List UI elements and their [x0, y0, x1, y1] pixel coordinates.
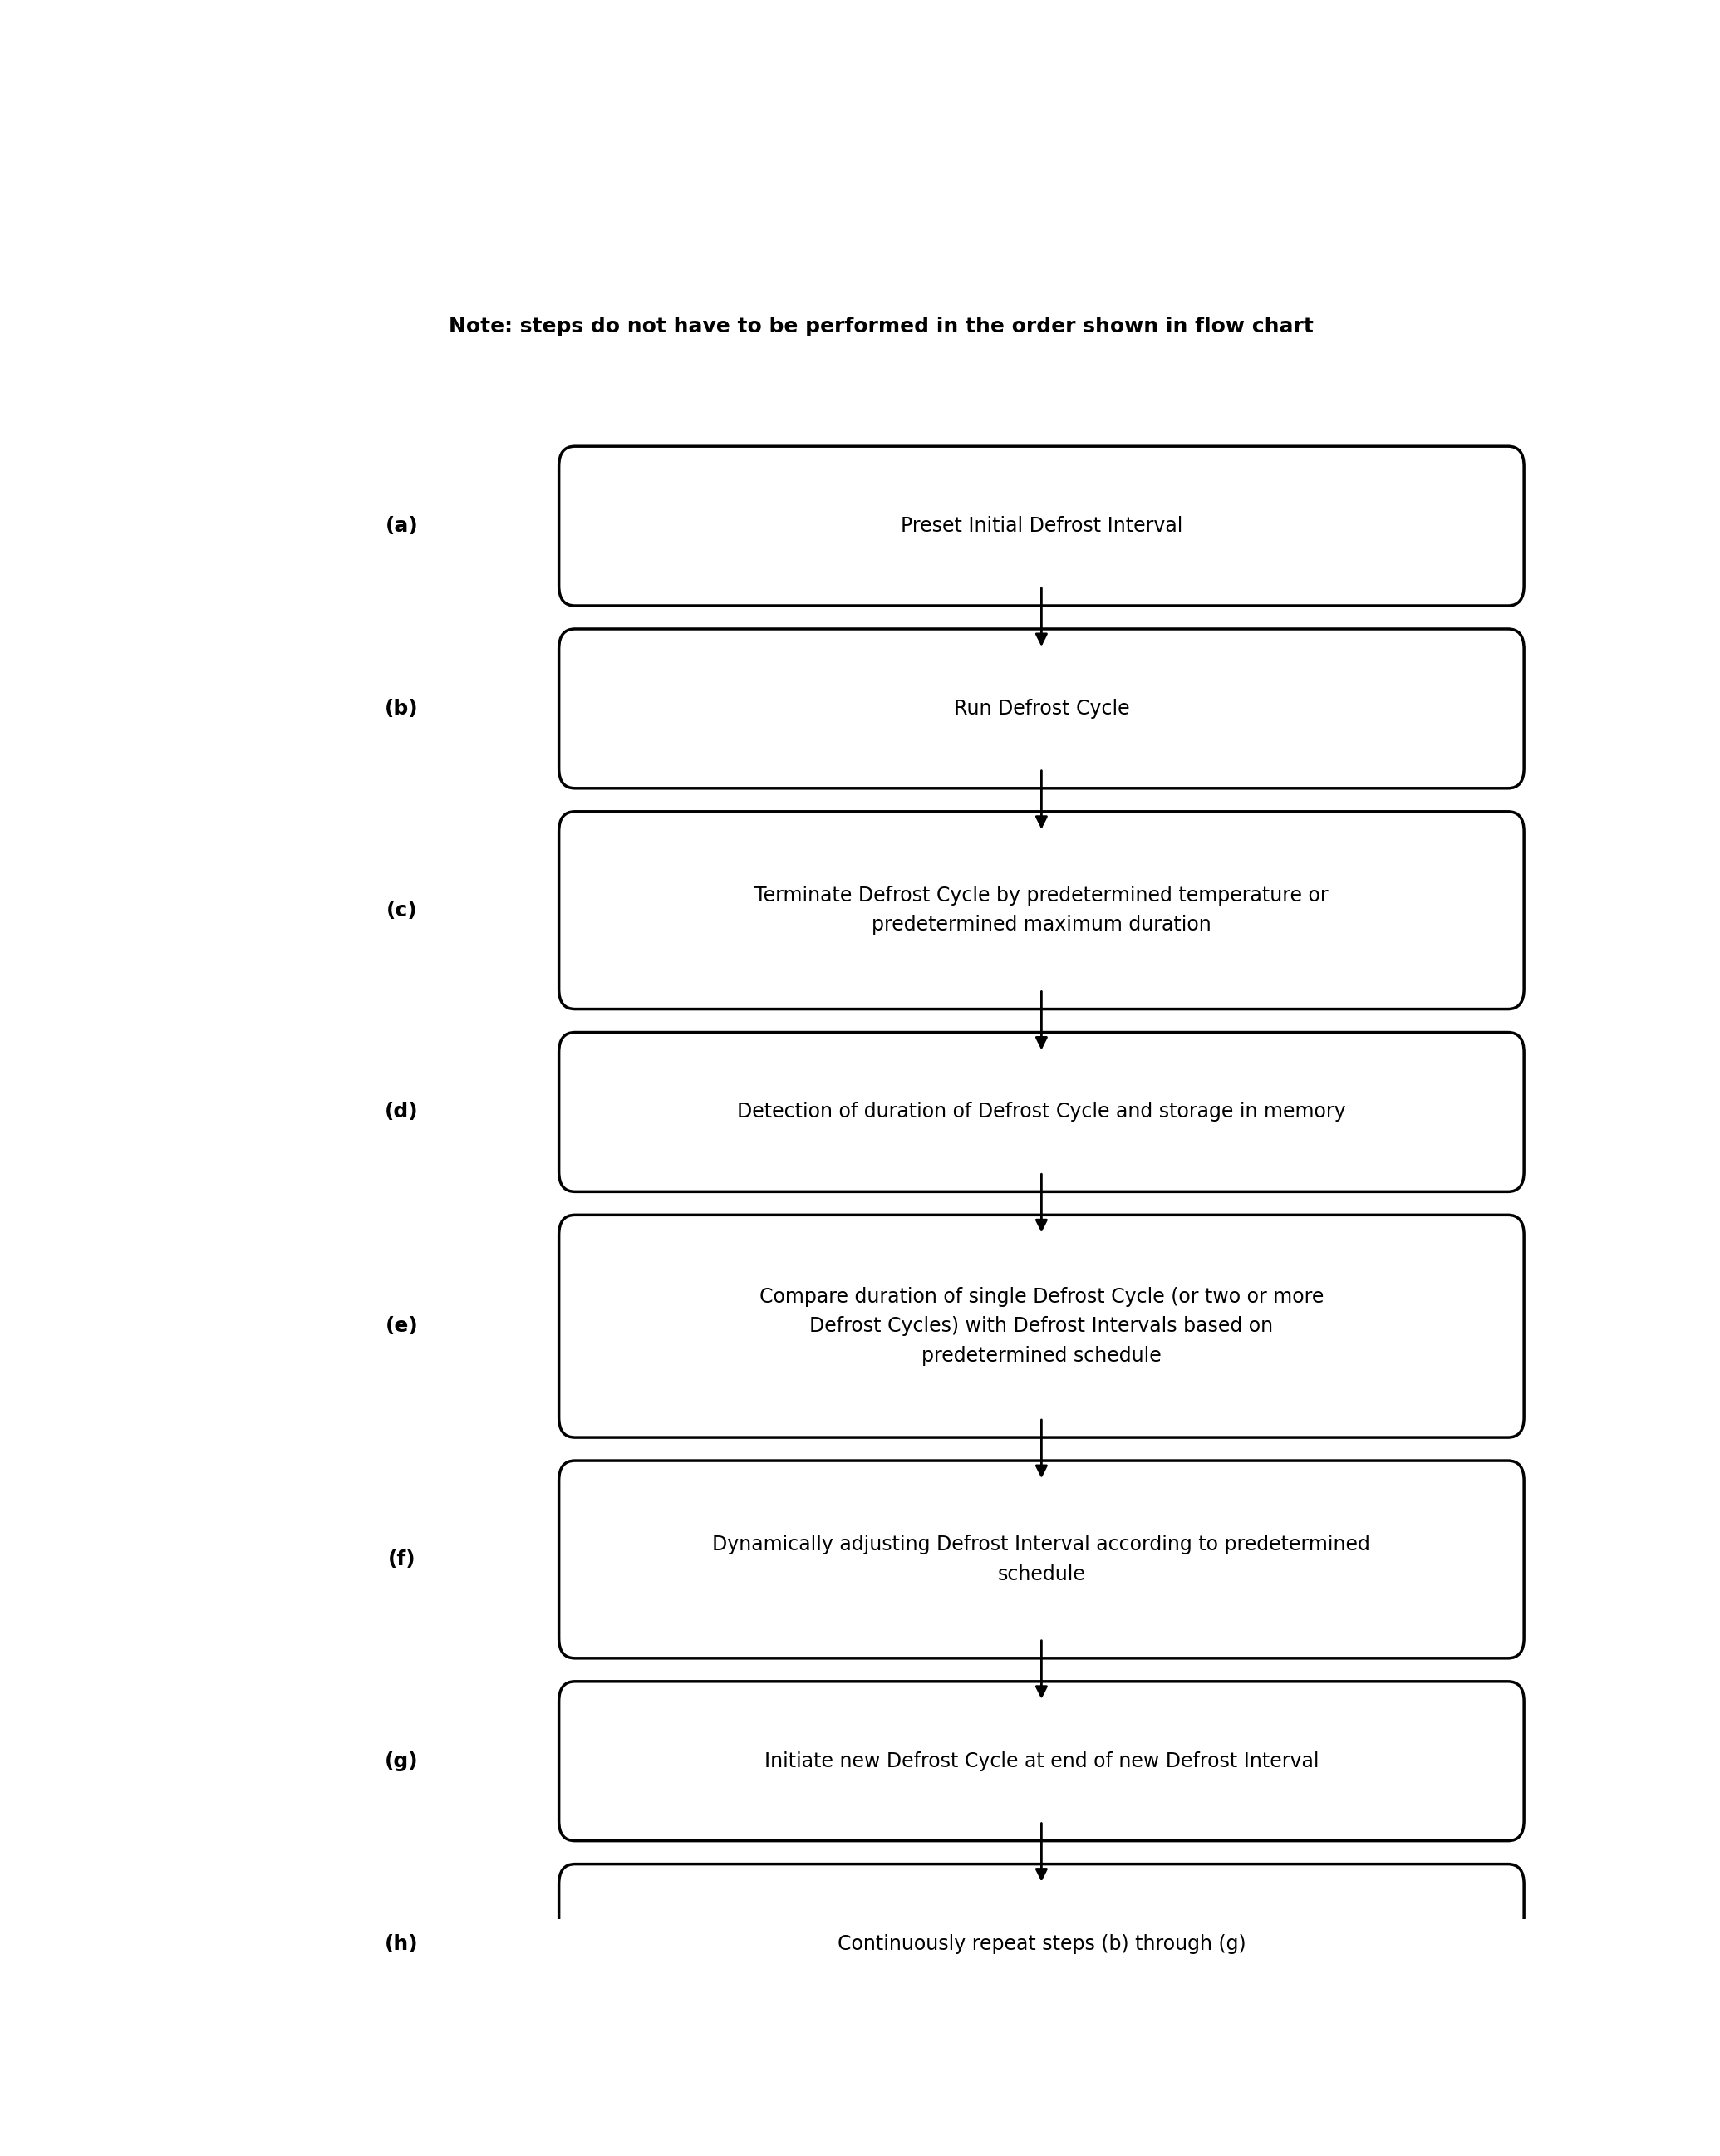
Text: Dynamically adjusting Defrost Interval according to predetermined
schedule: Dynamically adjusting Defrost Interval a…: [712, 1535, 1371, 1585]
Text: Compare duration of single Defrost Cycle (or two or more
Defrost Cycles) with De: Compare duration of single Defrost Cycle…: [759, 1287, 1324, 1365]
Text: Continuously repeat steps (b) through (g): Continuously repeat steps (b) through (g…: [838, 1934, 1245, 1953]
Text: Detection of duration of Defrost Cycle and storage in memory: Detection of duration of Defrost Cycle a…: [738, 1102, 1345, 1121]
FancyBboxPatch shape: [559, 1865, 1524, 2024]
FancyBboxPatch shape: [559, 1216, 1524, 1438]
Text: (h): (h): [385, 1934, 418, 1953]
Text: (c): (c): [385, 901, 418, 921]
Text: Run Defrost Cycle: Run Defrost Cycle: [953, 699, 1130, 718]
FancyBboxPatch shape: [559, 1033, 1524, 1192]
Text: Initiate new Defrost Cycle at end of new Defrost Interval: Initiate new Defrost Cycle at end of new…: [764, 1751, 1319, 1770]
FancyBboxPatch shape: [559, 446, 1524, 606]
Text: (g): (g): [385, 1751, 418, 1770]
Text: Preset Initial Defrost Interval: Preset Initial Defrost Interval: [901, 515, 1182, 537]
FancyBboxPatch shape: [559, 1682, 1524, 1841]
Text: (d): (d): [385, 1102, 418, 1121]
Text: (f): (f): [387, 1550, 416, 1570]
FancyBboxPatch shape: [559, 811, 1524, 1009]
Text: Terminate Defrost Cycle by predetermined temperature or
predetermined maximum du: Terminate Defrost Cycle by predetermined…: [755, 886, 1328, 936]
FancyBboxPatch shape: [559, 1460, 1524, 1658]
Text: (a): (a): [385, 515, 418, 537]
Text: Note: steps do not have to be performed in the order shown in flow chart: Note: steps do not have to be performed …: [449, 317, 1314, 336]
FancyBboxPatch shape: [559, 630, 1524, 789]
Text: (b): (b): [385, 699, 418, 718]
Text: (e): (e): [385, 1315, 418, 1337]
